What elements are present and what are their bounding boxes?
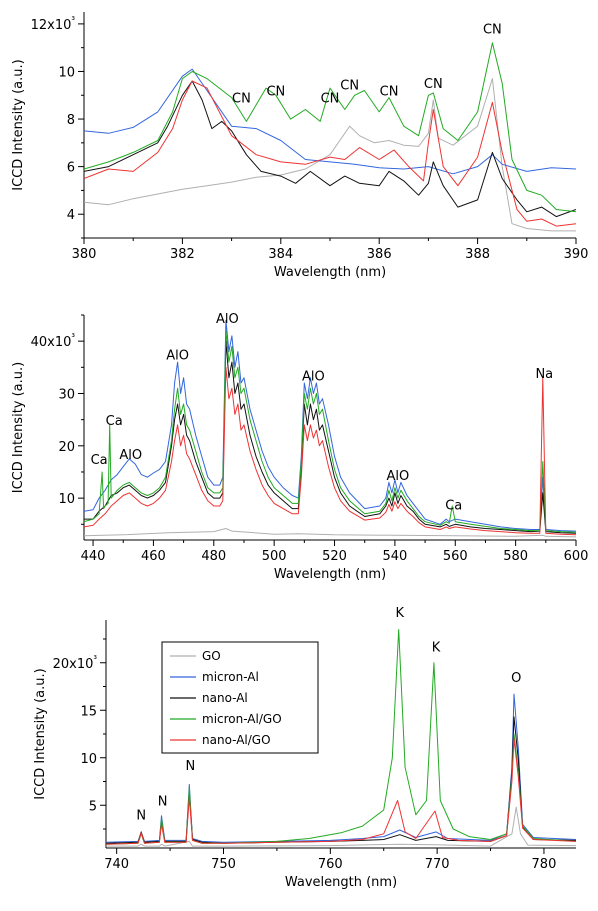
x-tick-label: 480 [201, 549, 226, 564]
annotation-cn: CN [340, 78, 359, 93]
series-line-nano-al-go [106, 738, 576, 845]
series-line-nano-al-go [84, 80, 576, 227]
annotation-cn: CN [232, 91, 251, 106]
legend-entry-nano-al: nano-Al [202, 691, 248, 705]
x-tick-label: 600 [564, 549, 589, 564]
series-line-micron-al-go [84, 42, 576, 213]
x-tick-label: 780 [532, 857, 557, 872]
x-tick-label: 750 [211, 857, 236, 872]
y-tick-label: 4 [67, 208, 75, 223]
annotation-na: Na [535, 367, 553, 382]
y-tick-label: 40x10³ [31, 333, 76, 350]
annotation-alo: AlO [387, 469, 410, 484]
series-line-nano-al [84, 340, 576, 534]
y-tick-label: 10 [58, 65, 75, 80]
annotation-n: N [136, 809, 146, 824]
legend-entry-nano-al-go: nano-Al/GO [202, 733, 271, 747]
x-tick-label: 520 [322, 549, 347, 564]
x-tick-label: 440 [81, 549, 106, 564]
annotation-alo: AlO [216, 312, 239, 327]
y-tick-label: 30 [58, 387, 75, 402]
panel-alo: 440 460 480 500 520 540 560 580 600 10 20 30 40x10³ W… [11, 312, 588, 582]
annotation-ca: Ca [91, 453, 108, 468]
annotation-alo: AlO [166, 348, 189, 363]
annotation-cn: CN [266, 84, 285, 99]
series-line-go [84, 78, 576, 232]
x-tick-label: 382 [170, 247, 195, 262]
y-axis-label: ICCD Intensity (a.u.) [33, 668, 48, 799]
y-tick-label: 6 [67, 161, 75, 176]
annotation-ca: Ca [106, 414, 123, 429]
x-axis-label: Wavelength (nm) [274, 265, 386, 280]
y-tick-label: 8 [67, 113, 75, 128]
series-line-go [106, 806, 576, 847]
legend: GO micron-Al nano-Al micron-Al/GO nano-Al/GO [161, 641, 319, 754]
y-axis-label: ICCD Intensity (a.u.) [11, 362, 26, 493]
x-tick-label: 740 [104, 857, 129, 872]
series-line-micron-al-go [84, 330, 576, 533]
x-tick-label: 386 [367, 247, 392, 262]
legend-entry-micron-al-go: micron-Al/GO [202, 712, 282, 726]
x-tick-label: 770 [425, 857, 450, 872]
series-line-nano-al [84, 80, 576, 218]
x-tick-label: 540 [382, 549, 407, 564]
x-tick-label: 460 [141, 549, 166, 564]
legend-entry-go: GO [202, 649, 221, 663]
annotation-k: K [395, 606, 404, 621]
annotation-k: K [432, 640, 441, 655]
series-line-micron-al [84, 68, 576, 175]
x-tick-label: 380 [72, 247, 97, 262]
series-line-nano-al-go [84, 366, 576, 536]
annotation-cn: CN [380, 84, 399, 99]
x-tick-label: 560 [443, 549, 468, 564]
y-tick-label: 15 [80, 704, 97, 719]
x-tick-label: 390 [564, 247, 589, 262]
x-tick-label: 760 [318, 857, 343, 872]
y-tick-label: 10 [58, 492, 75, 507]
y-tick-label: 20x10³ [53, 655, 98, 672]
annotation-alo: AlO [119, 448, 142, 463]
x-tick-label: 580 [503, 549, 528, 564]
x-tick-label: 388 [465, 247, 490, 262]
annotation-o: O [511, 671, 521, 686]
annotation-ca: Ca [445, 499, 462, 514]
y-tick-label: 12x10³ [31, 16, 76, 33]
y-axis-label: ICCD Intensity (a.u.) [11, 59, 26, 190]
panel-k-o: 740 750 760 770 780 5 10 15 20x10³ Wavelength (nm… [33, 606, 576, 890]
x-axis-label: Wavelength (nm) [285, 875, 397, 890]
x-tick-label: 384 [268, 247, 293, 262]
series-line-go [84, 528, 576, 538]
annotation-n: N [158, 794, 168, 809]
legend-entry-micron-al: micron-Al [202, 670, 259, 684]
x-tick-label: 500 [262, 549, 287, 564]
annotation-n: N [186, 759, 196, 774]
y-tick-label: 20 [58, 440, 75, 455]
annotation-alo: AlO [302, 369, 325, 384]
annotation-cn: CN [424, 77, 443, 92]
series-line-micron-al [84, 319, 576, 532]
x-axis-label: Wavelength (nm) [274, 567, 386, 582]
y-tick-label: 10 [80, 752, 97, 767]
annotation-cn: CN [321, 91, 340, 106]
y-tick-label: 5 [89, 799, 97, 814]
annotation-cn: CN [483, 22, 502, 37]
panel-cn: 380 382 384 386 388 390 4 6 8 10 12x10³ Wavelength … [11, 12, 588, 280]
